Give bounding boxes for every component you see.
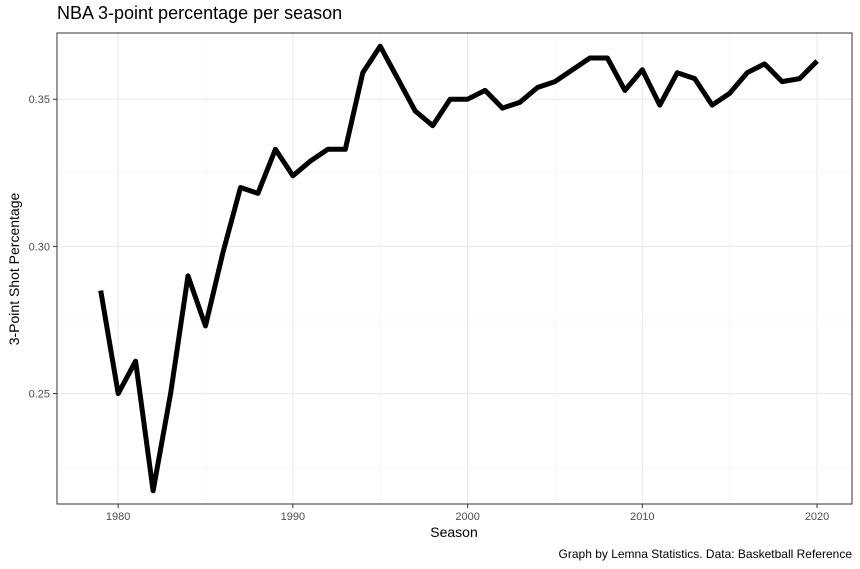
series-line [98, 43, 819, 494]
x-axis-label: Season [430, 524, 478, 540]
chart-title: NBA 3-point percentage per season [57, 3, 343, 23]
y-tick-label: 0.30 [29, 241, 50, 253]
chart-caption: Graph by Lemna Statistics. Data: Basketb… [558, 547, 852, 561]
x-tick-label: 1980 [106, 511, 130, 523]
x-tick-label: 2020 [805, 511, 829, 523]
plot-panel-border [56, 32, 853, 505]
x-tick-label: 1990 [281, 511, 305, 523]
y-tick-label: 0.35 [29, 94, 50, 106]
x-tick-label: 2000 [455, 511, 479, 523]
y-axis-label: 3-Point Shot Percentage [6, 192, 22, 346]
y-tick-label: 0.25 [29, 389, 50, 401]
x-tick-label: 2010 [630, 511, 654, 523]
